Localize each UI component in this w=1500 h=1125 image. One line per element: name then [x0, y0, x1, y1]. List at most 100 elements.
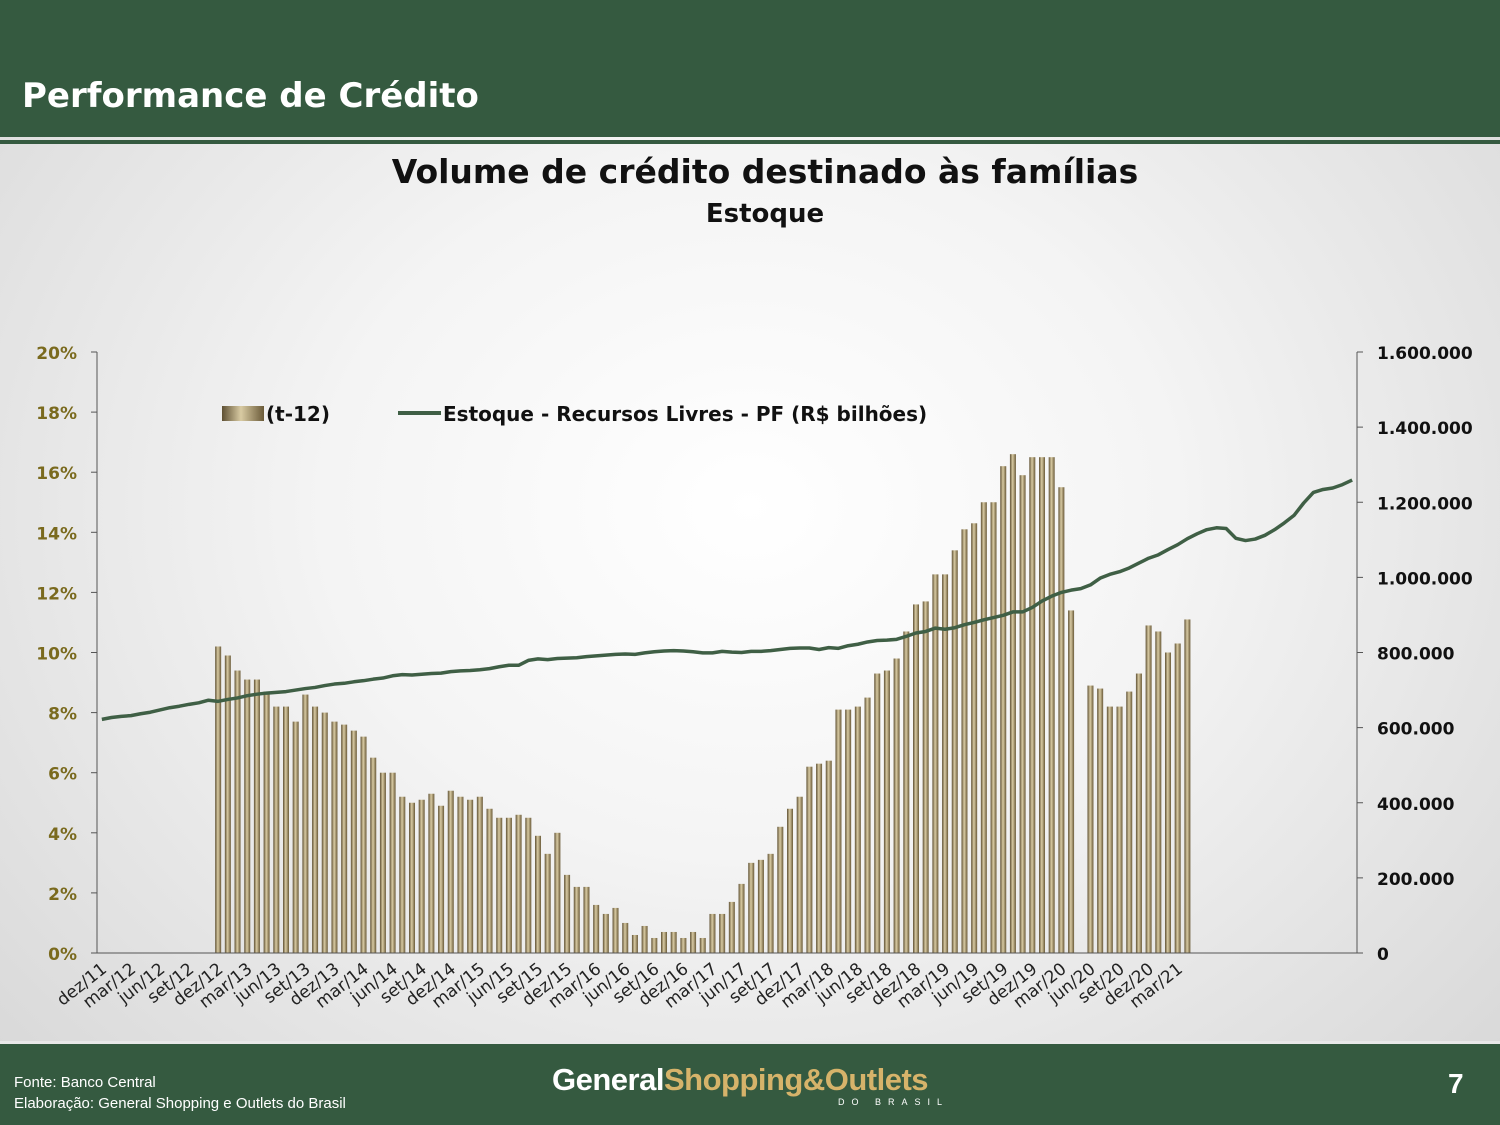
- bar: [864, 697, 871, 953]
- bar: [292, 721, 299, 953]
- bar: [748, 862, 755, 953]
- bar: [234, 670, 241, 953]
- bar: [224, 655, 231, 953]
- bar: [525, 817, 532, 953]
- line-series-estoque: [101, 478, 1353, 722]
- right-tick-label: 200.000: [1377, 870, 1455, 890]
- bar: [312, 706, 319, 953]
- bar: [757, 859, 764, 953]
- source-note: Fonte: Banco Central: [14, 1074, 156, 1091]
- bar: [835, 709, 842, 953]
- bar: [1135, 673, 1142, 953]
- bar: [360, 736, 367, 953]
- bar: [1029, 457, 1036, 953]
- bar: [321, 712, 328, 953]
- bar: [496, 817, 503, 953]
- bar: [428, 793, 435, 953]
- bar: [854, 706, 861, 953]
- left-tick-label: 14%: [36, 524, 77, 544]
- bar: [253, 679, 260, 953]
- bar: [331, 721, 338, 953]
- bar: [641, 925, 648, 953]
- legend-bar-swatch: [222, 406, 264, 421]
- bar: [680, 937, 687, 953]
- legend-line-label: Estoque - Recursos Livres - PF (R$ bilhõ…: [443, 402, 927, 426]
- bar: [709, 913, 716, 953]
- bar: [622, 922, 629, 953]
- bar: [1116, 706, 1123, 953]
- bar: [1106, 706, 1113, 953]
- bar: [263, 691, 270, 953]
- bar: [1097, 688, 1104, 953]
- company-logo: GeneralShopping&Outlets: [552, 1062, 929, 1098]
- legend: (t-12) Estoque - Recursos Livres - PF (R…: [222, 402, 927, 426]
- bar: [273, 706, 280, 953]
- bar: [283, 706, 290, 953]
- right-tick-label: 600.000: [1377, 720, 1455, 740]
- bar: [612, 907, 619, 953]
- page-title: Performance de Crédito: [22, 76, 479, 116]
- left-tick-label: 6%: [48, 765, 77, 785]
- bar: [932, 574, 939, 953]
- header-bar: [0, 0, 1500, 137]
- left-tick-label: 20%: [36, 344, 77, 364]
- left-tick-label: 8%: [48, 705, 77, 725]
- bar: [922, 601, 929, 953]
- bar: [1174, 643, 1181, 953]
- bar: [1000, 466, 1007, 953]
- right-tick-label: 1.000.000: [1377, 569, 1473, 589]
- bar: [980, 502, 987, 953]
- bar: [457, 796, 464, 953]
- bar: [816, 763, 823, 953]
- bar: [486, 808, 493, 953]
- bar: [1165, 652, 1172, 953]
- right-tick-label: 1.600.000: [1377, 344, 1473, 364]
- bar: [1184, 619, 1191, 953]
- bar-series: [215, 454, 1191, 953]
- bar: [389, 772, 396, 953]
- bar: [476, 796, 483, 953]
- header-divider: [0, 140, 1500, 144]
- bar: [942, 574, 949, 953]
- left-tick-label: 10%: [36, 645, 77, 665]
- bar: [913, 604, 920, 953]
- bar: [825, 760, 832, 953]
- elaboration-note: Elaboração: General Shopping e Outlets d…: [14, 1095, 346, 1112]
- bar: [651, 937, 658, 953]
- logo-text-general: General: [552, 1062, 664, 1097]
- bar: [787, 808, 794, 953]
- bar: [690, 931, 697, 953]
- bar: [1058, 487, 1065, 953]
- right-axis-ticks: 0 200.000 400.000 600.000 800.000 1.000.000 1.…: [1357, 344, 1473, 965]
- page-number: 7: [1448, 1068, 1464, 1099]
- bar: [951, 550, 958, 953]
- bar: [564, 874, 571, 953]
- bar: [777, 826, 784, 953]
- bar: [573, 886, 580, 953]
- left-tick-label: 16%: [36, 464, 77, 484]
- bar: [505, 817, 512, 953]
- bar: [670, 931, 677, 953]
- left-tick-label: 18%: [36, 404, 77, 424]
- bar: [903, 631, 910, 953]
- left-tick-label: 2%: [48, 885, 77, 905]
- bar: [845, 709, 852, 953]
- bar: [1048, 457, 1055, 953]
- left-axis-ticks: 0% 2% 4% 6% 8% 10% 12% 14% 16% 18% 20%: [36, 344, 97, 965]
- bar: [418, 799, 425, 953]
- chart-subtitle: Estoque: [705, 199, 825, 229]
- bar: [583, 886, 590, 953]
- bar: [806, 766, 813, 953]
- bar: [302, 694, 309, 953]
- bar: [883, 670, 890, 953]
- bar: [1019, 475, 1026, 953]
- left-tick-label: 4%: [48, 825, 77, 845]
- bar: [961, 529, 968, 953]
- bar: [1087, 685, 1094, 953]
- bar: [602, 913, 609, 953]
- logo-text-shopping: Shopping&Outlets: [663, 1062, 929, 1097]
- footer-bar: [0, 1041, 1500, 1125]
- bar: [399, 796, 406, 953]
